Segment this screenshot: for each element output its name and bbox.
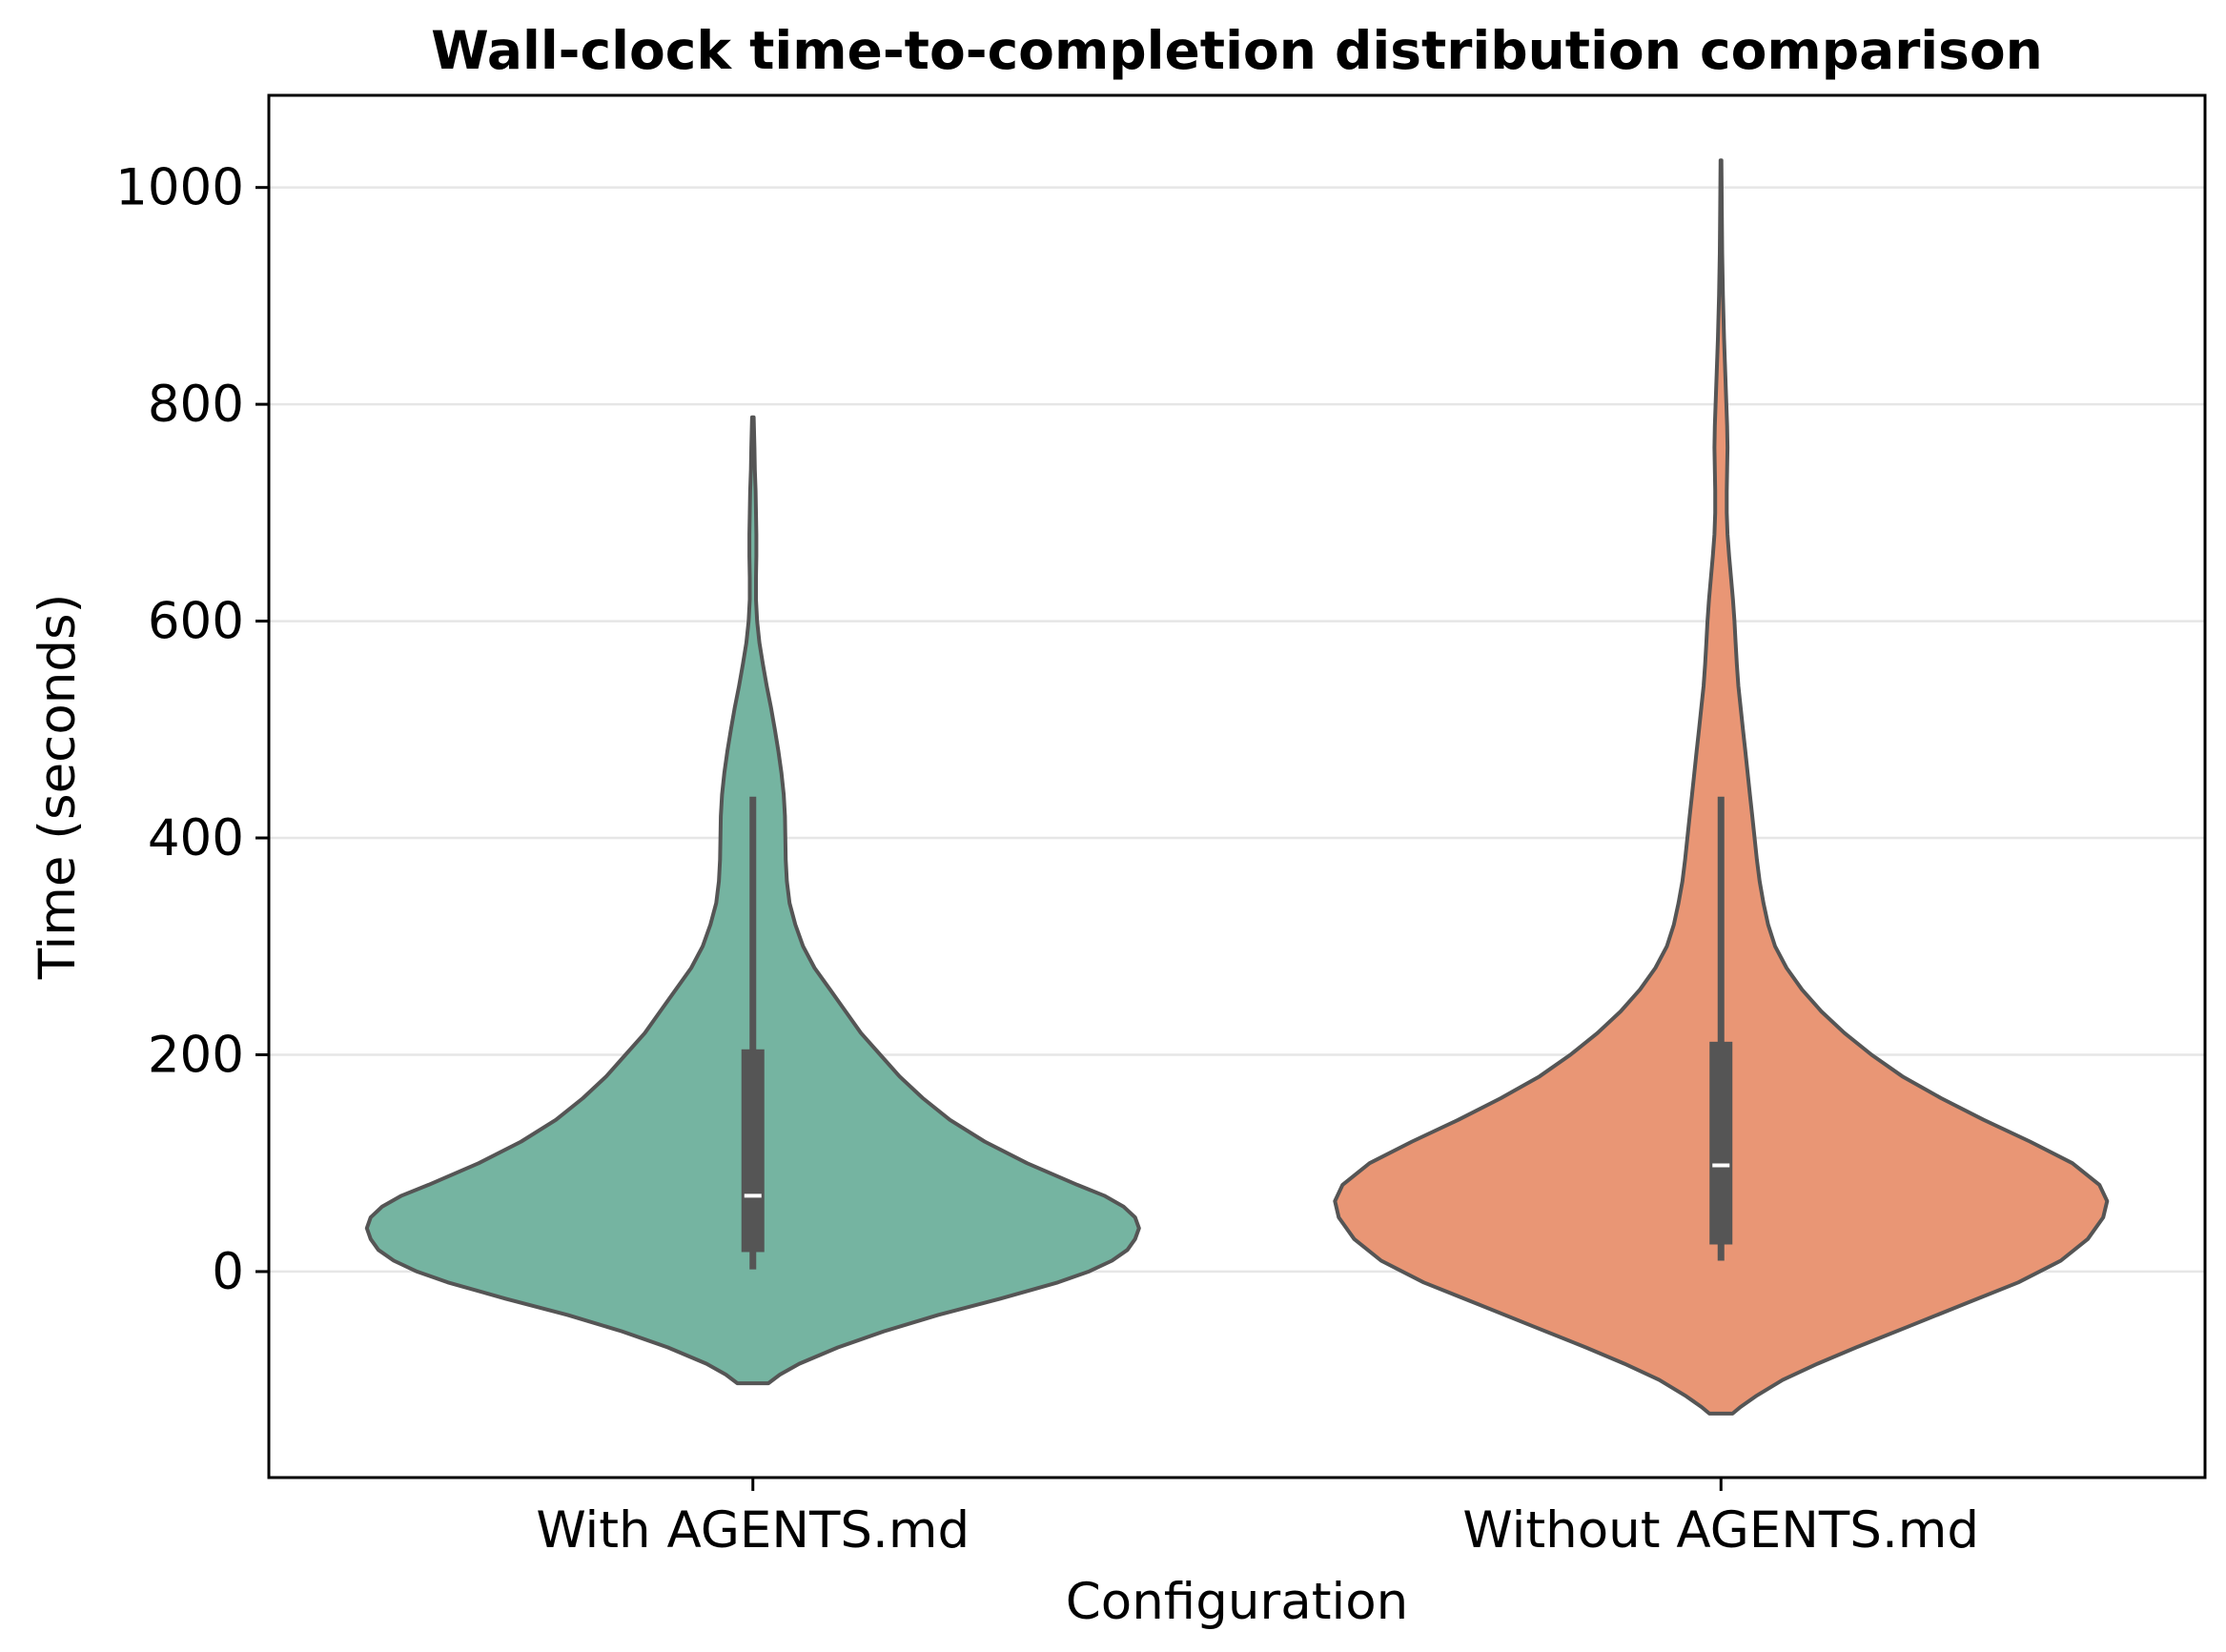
y-tick-label: 600	[148, 593, 244, 651]
y-tick-label: 0	[212, 1243, 244, 1301]
y-tick-label: 200	[148, 1026, 244, 1084]
violin-without-agents	[1333, 158, 2110, 1416]
x-axis-label: Configuration	[1066, 1573, 1408, 1631]
chart-title: Wall-clock time-to-completion distributi…	[431, 20, 2043, 81]
y-axis-label: Time (seconds)	[29, 594, 87, 981]
x-tick-label: Without AGENTS.md	[1462, 1501, 1979, 1560]
y-tick-label: 800	[148, 376, 244, 434]
plot-frame	[267, 93, 2207, 1479]
y-tick-label: 400	[148, 809, 244, 867]
x-tick-label: With AGENTS.md	[536, 1501, 970, 1560]
x-axis: With AGENTS.md Without AGENTS.md	[536, 1478, 1979, 1560]
violin-iqr-box	[1709, 1041, 1733, 1245]
y-tick-label: 1000	[115, 159, 244, 217]
violin-iqr-box	[741, 1049, 765, 1253]
box-plots	[741, 796, 1733, 1270]
y-axis: 0 200 400 600 800 1000	[115, 159, 269, 1301]
